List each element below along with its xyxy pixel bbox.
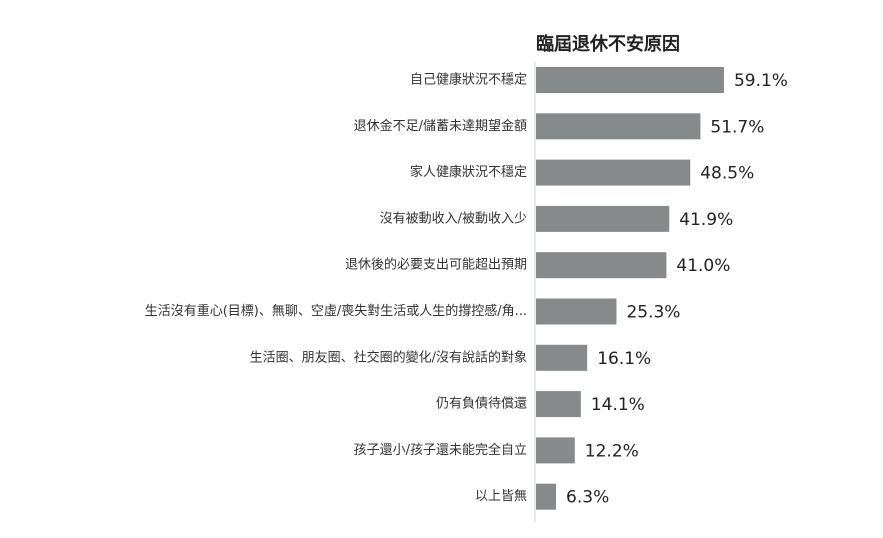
value-label: 14.1%	[591, 395, 645, 415]
value-label: 25.3%	[626, 303, 680, 323]
value-label: 41.9%	[679, 210, 733, 230]
bars-group	[536, 67, 724, 510]
bar	[536, 437, 575, 464]
value-label: 16.1%	[597, 349, 651, 369]
bar	[536, 205, 670, 232]
category-label: 以上皆無	[475, 489, 527, 504]
value-label: 51.7%	[710, 117, 764, 137]
bar	[536, 252, 667, 279]
category-label: 家人健康狀況不穩定	[410, 164, 527, 180]
chart-title: 臨屆退休不安原因	[536, 34, 680, 55]
category-label: 退休金不足/儲蓄未達期望金額	[354, 118, 527, 134]
value-label: 12.2%	[585, 441, 639, 461]
value-labels-group: 59.1% 51.7% 48.5% 41.9% 41.0% 25.3% 16.1% 14.1%…	[566, 71, 788, 508]
category-labels-group: 自己健康狀況不穩定退休金不足/儲蓄未達期望金額家人健康狀況不穩定沒有被動收入/被…	[145, 72, 527, 505]
bar	[536, 483, 557, 510]
bar	[536, 113, 701, 140]
category-label: 生活沒有重心(目標)、無聊、空虛/喪失對生活或人生的撐控感/角...	[145, 303, 527, 319]
category-label: 仍有負債待償還	[436, 397, 527, 412]
bar	[536, 344, 588, 371]
category-label: 沒有被動收入/被動收入少	[380, 211, 527, 226]
bar	[536, 67, 724, 93]
bar	[536, 159, 691, 186]
category-label: 自己健康狀況不穩定	[410, 72, 527, 88]
category-label: 退休後的必要支出可能超出預期	[345, 257, 527, 273]
bar	[536, 391, 581, 418]
category-label: 生活圈、朋友圈、社交圈的變化/沒有說話的對象	[250, 349, 527, 365]
value-label: 41.0%	[676, 256, 730, 276]
value-label: 48.5%	[700, 164, 754, 184]
value-label: 6.3%	[566, 488, 609, 508]
category-label: 孩子還小/孩子還未能完全自立	[354, 442, 527, 458]
value-label: 59.1%	[734, 71, 788, 91]
bar	[536, 298, 617, 325]
